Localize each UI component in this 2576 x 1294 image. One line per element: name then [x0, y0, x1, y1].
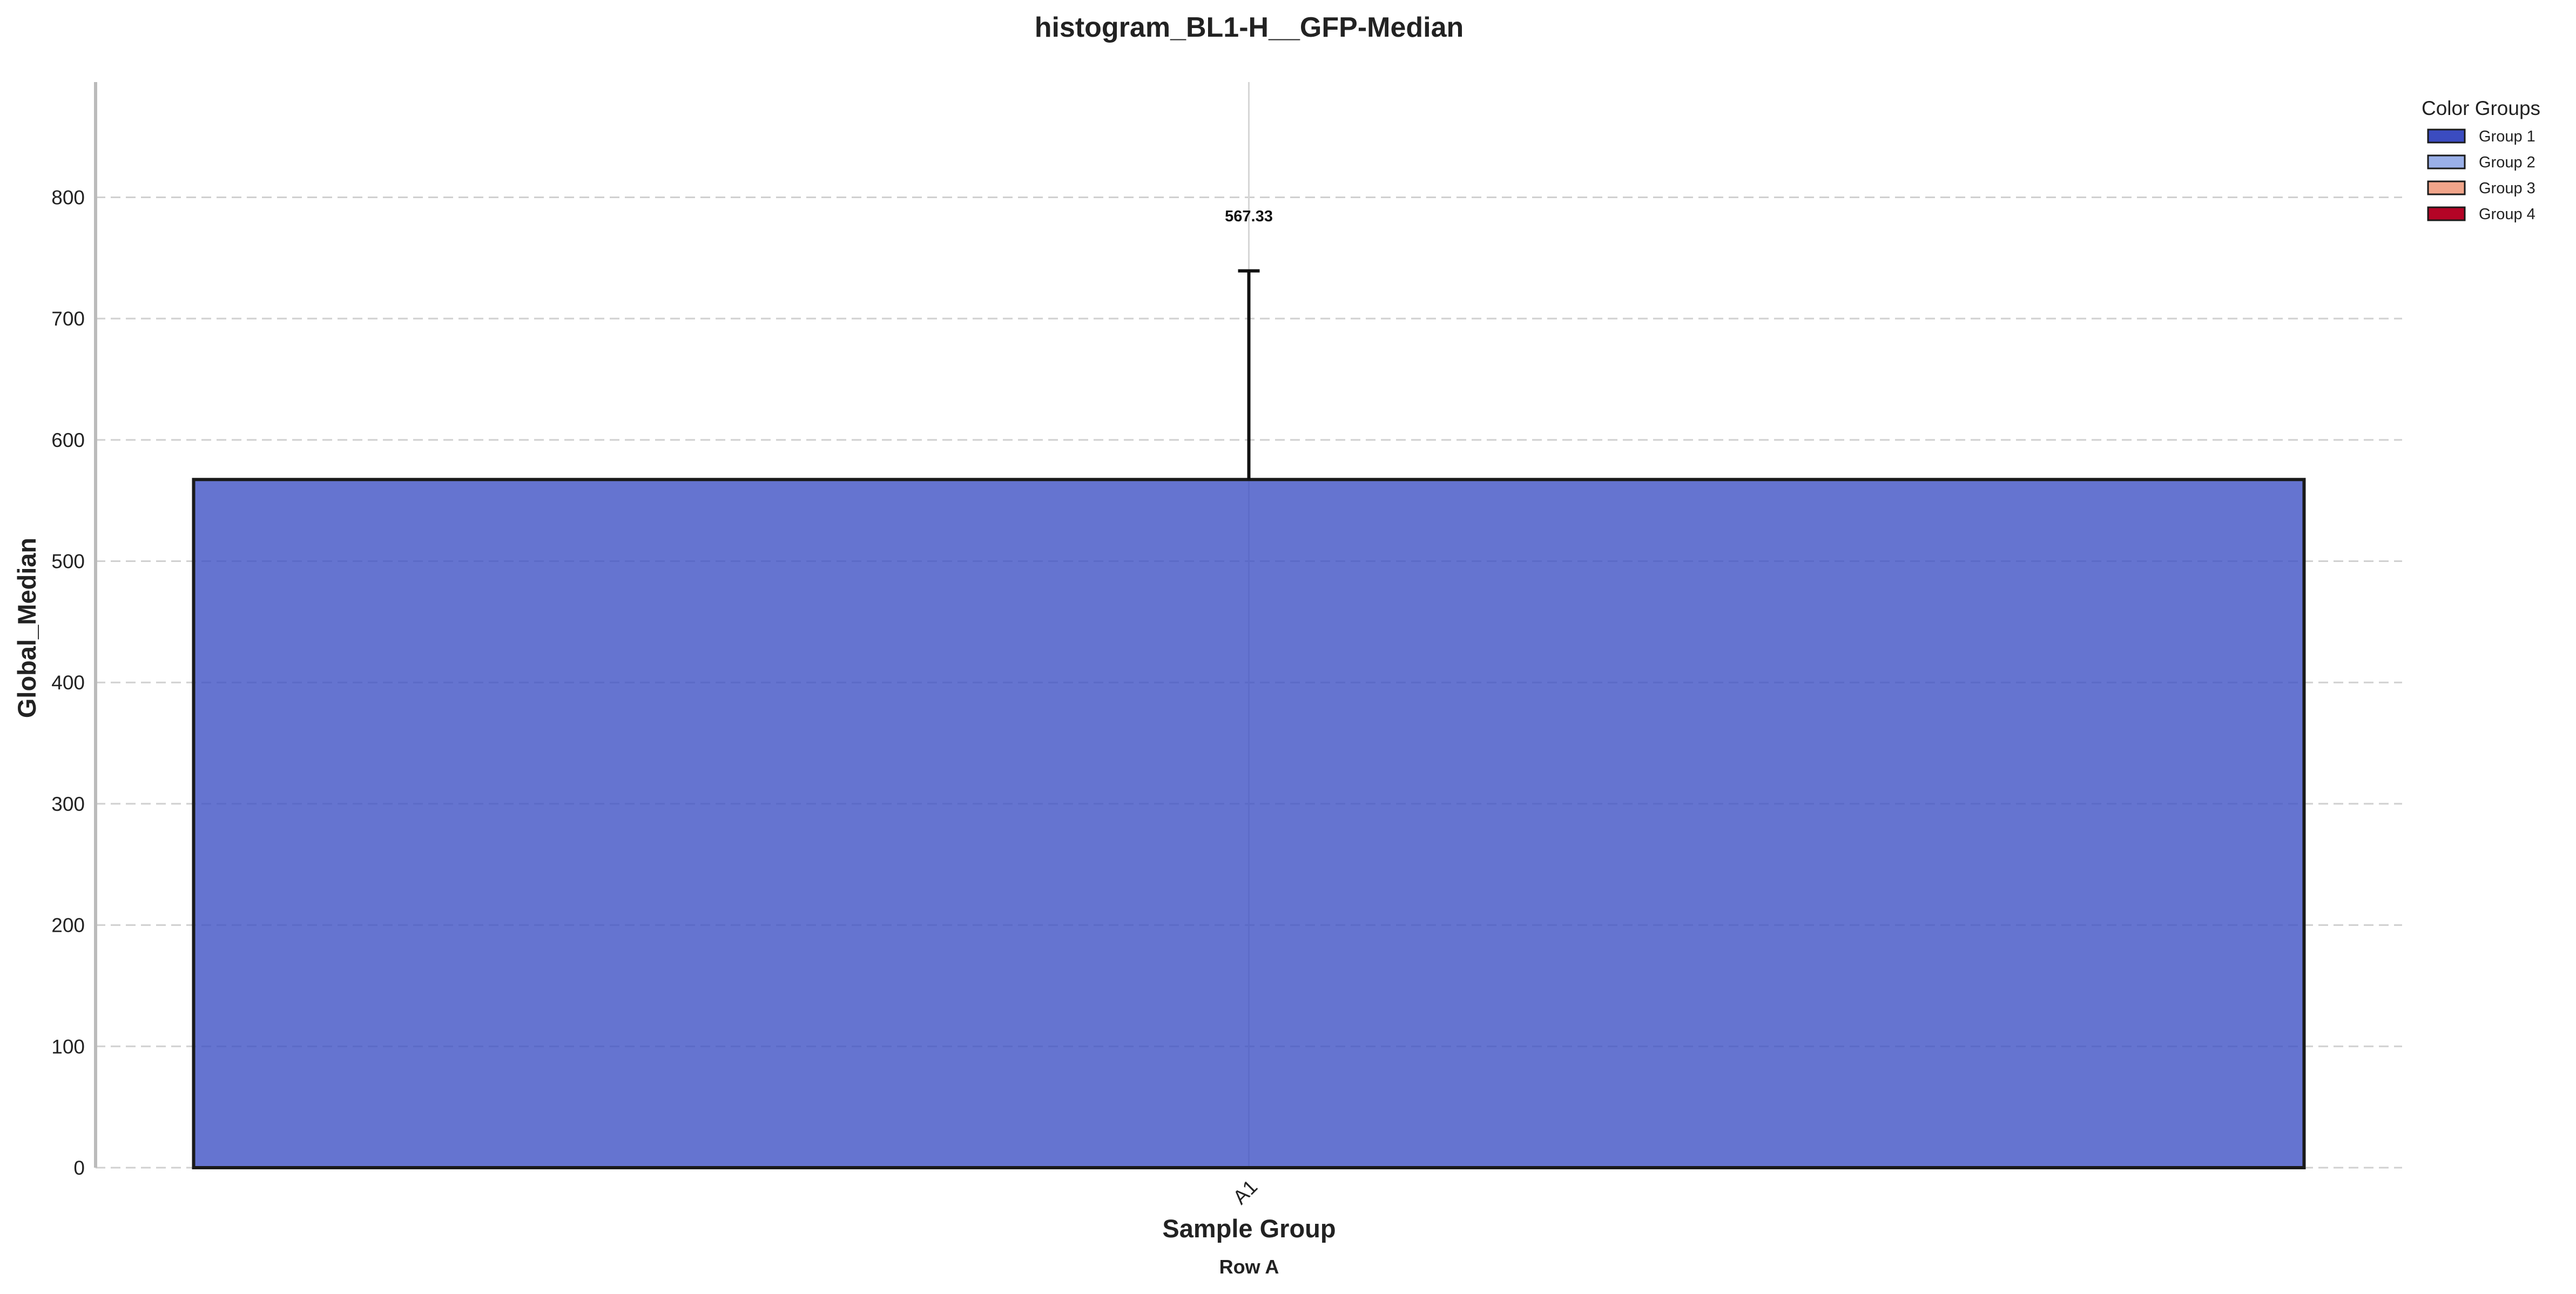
x-axis-label: Sample Group: [1162, 1214, 1336, 1243]
legend-label-1: Group 1: [2479, 128, 2535, 145]
x-axis-sublabel: Row A: [1219, 1256, 1279, 1278]
chart-title: histogram_BL1-H__GFP-Median: [1035, 12, 1464, 43]
bar-A1: [192, 478, 2306, 1169]
legend-label-2: Group 2: [2479, 154, 2535, 171]
y-tick-label: 300: [51, 793, 85, 815]
y-axis-label: Global_Median: [12, 538, 41, 718]
legend-swatch-3: [2427, 180, 2466, 195]
y-tick-label: 800: [51, 186, 85, 208]
bars-layer: [192, 478, 2306, 1169]
legend-label-3: Group 3: [2479, 180, 2535, 197]
data-label-A1: 567.33: [1225, 208, 1273, 225]
y-tick-label: 0: [73, 1157, 85, 1179]
data-labels-layer: 567.33: [1225, 208, 1273, 225]
y-tick-label: 100: [51, 1035, 85, 1058]
y-tick-label: 500: [51, 551, 85, 573]
y-tick-label: 600: [51, 429, 85, 451]
legend-swatch-4: [2427, 206, 2466, 221]
legend-label-4: Group 4: [2479, 206, 2535, 223]
legend-title: Color Groups: [2422, 97, 2540, 119]
y-tick-label: 700: [51, 308, 85, 330]
x-tick-label-A1: A1: [1229, 1176, 1262, 1209]
legend-swatch-2: [2427, 154, 2466, 170]
y-tick-label: 400: [51, 672, 85, 694]
y-tick-label: 200: [51, 914, 85, 937]
y-tick-labels: 0 100 200 300 400 500 600 700 800: [51, 186, 85, 1179]
legend: Color Groups Group 1 Group 2 Group 3 Group …: [2422, 97, 2540, 223]
legend-swatch-1: [2427, 128, 2466, 144]
x-tick-labels: A1: [1229, 1176, 1262, 1209]
error-bars-layer: [1238, 269, 1260, 480]
